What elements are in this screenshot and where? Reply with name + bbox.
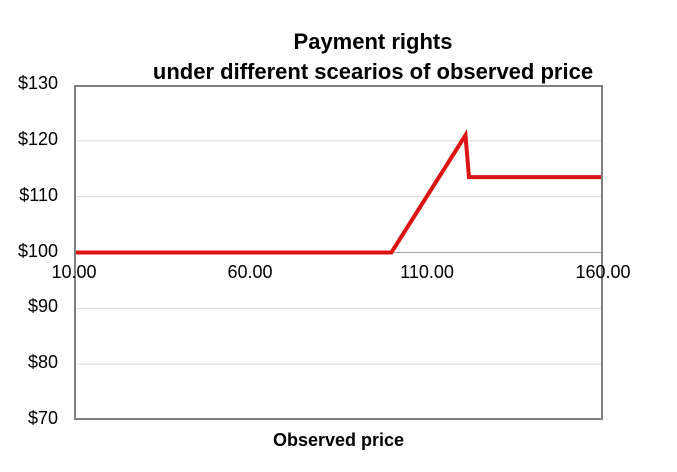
- plot-area: [74, 85, 603, 420]
- y-tick-label-130: $130: [17, 73, 58, 93]
- y-tick-label-110: $110: [19, 185, 58, 205]
- x-tick-label-10: 10.00: [51, 262, 97, 282]
- chart-title: Payment rights under different scearios …: [69, 27, 677, 87]
- x-tick-label-110: 110.00: [400, 262, 454, 282]
- y-tick-label-90: $90: [27, 296, 58, 316]
- series-line-0: [74, 129, 603, 255]
- x-tick-label-60: 60.00: [227, 262, 273, 282]
- y-tick-label-120: $120: [17, 129, 58, 149]
- chart-title-line1: Payment rights: [293, 29, 453, 54]
- y-tick-label-80: $80: [27, 352, 58, 372]
- plot-border: [74, 85, 603, 420]
- x-tick-label-160: 160.00: [575, 262, 631, 282]
- y-tick-label-100: $100: [17, 241, 58, 261]
- chart-title-line2: under different scearios of observed pri…: [152, 59, 594, 84]
- y-tick-label-70: $70: [27, 408, 58, 428]
- x-axis-title: Observed price: [272, 430, 405, 450]
